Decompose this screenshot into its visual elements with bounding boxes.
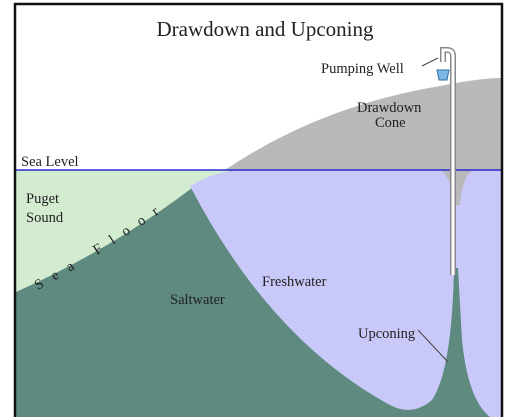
pumping-well-leader — [421, 57, 439, 67]
well-pipe — [441, 48, 455, 275]
upconing-leader — [417, 329, 449, 363]
saltwater-label: Saltwater — [170, 292, 225, 308]
drawdown-cone-label: Drawdown — [357, 100, 422, 116]
pumping-well-label: Pumping Well — [321, 61, 404, 77]
puget-sound-label: Puget — [26, 191, 59, 207]
freshwater-region — [190, 170, 502, 417]
puget-sound-label: Sound — [26, 210, 64, 226]
upconing-label: Upconing — [358, 326, 415, 342]
puget-sound-region — [16, 170, 232, 292]
drawdown-cone-region — [225, 78, 502, 205]
frame — [13, 2, 504, 417]
freshwater-label: Freshwater — [262, 274, 327, 290]
drawdown-cone-label: Cone — [375, 115, 406, 131]
sea-level-label: Sea Level — [21, 154, 79, 170]
bucket — [436, 69, 450, 81]
title: Drawdown and Upconing — [157, 17, 374, 41]
